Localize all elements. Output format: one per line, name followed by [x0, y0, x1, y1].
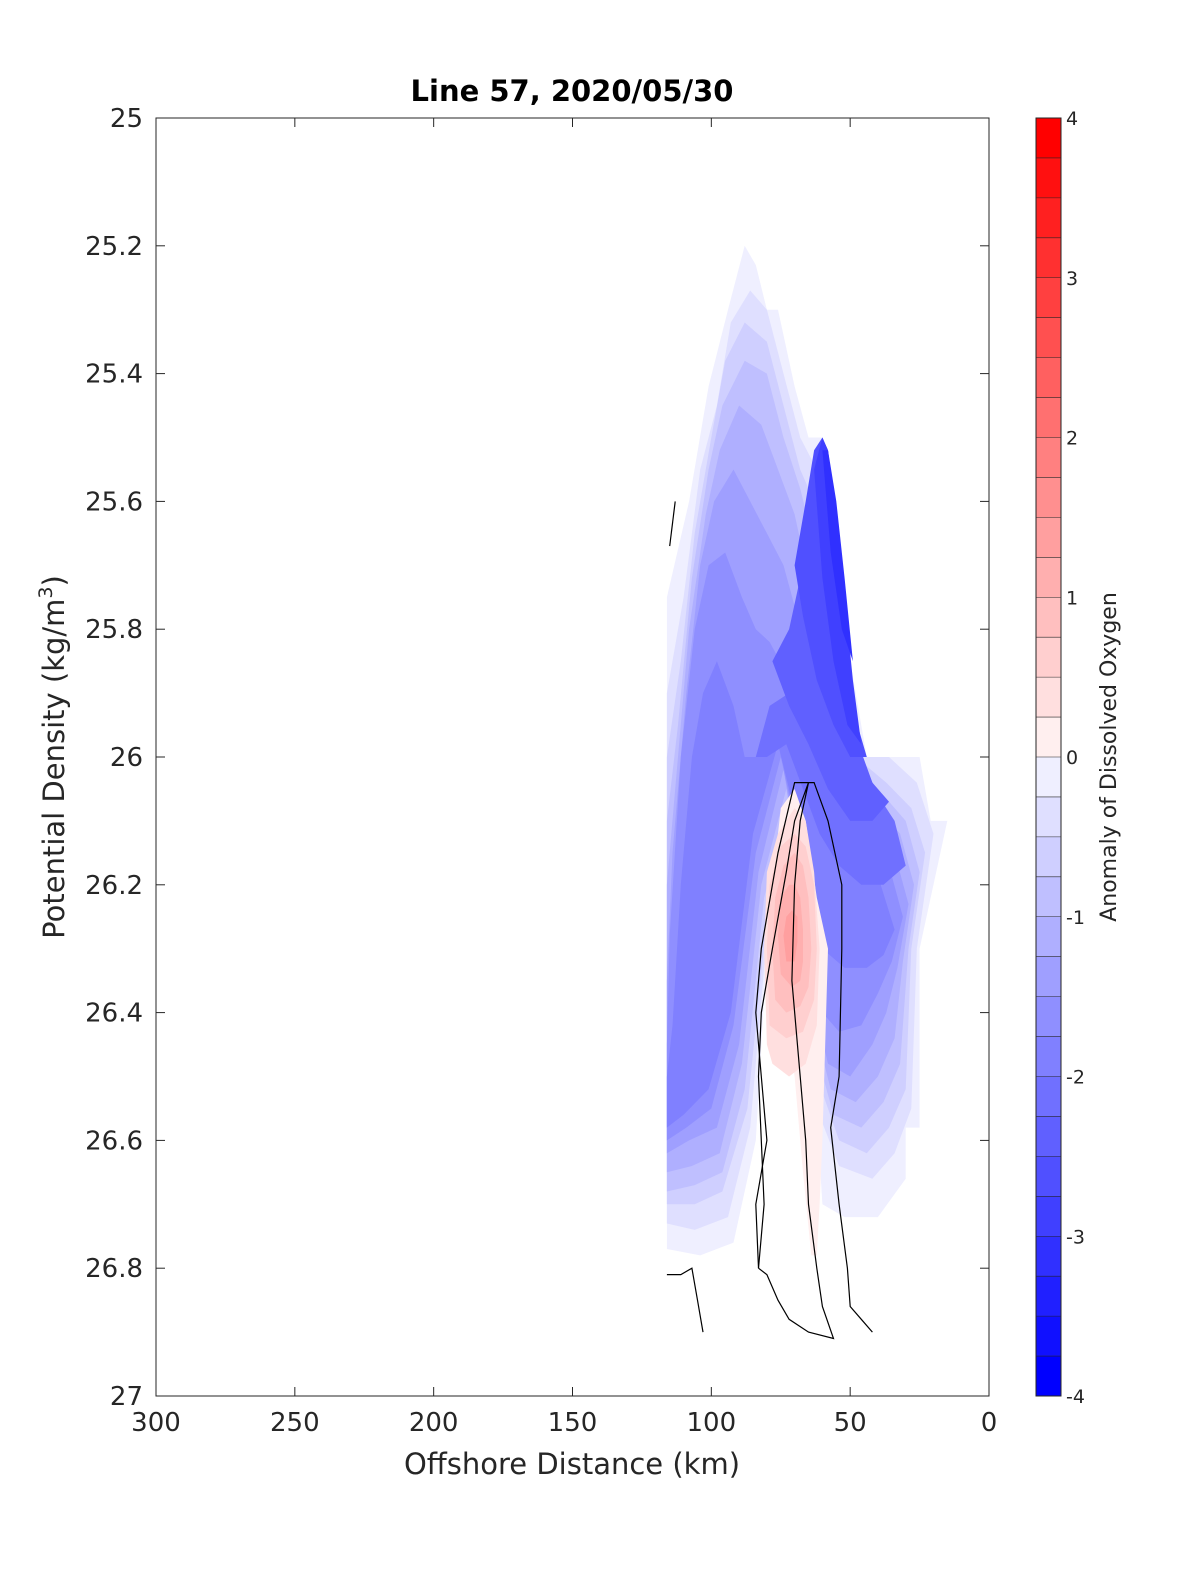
colorbar-band — [1036, 197, 1061, 239]
colorbar-tick-label: -3 — [1066, 1226, 1085, 1248]
colorbar-tick-label: 1 — [1066, 587, 1078, 609]
x-axis: 300 250 200 150 100 50 0 — [131, 118, 997, 1438]
colorbar-band — [1036, 1356, 1061, 1397]
y-tick-label: 25 — [110, 104, 143, 134]
colorbar-band — [1036, 557, 1061, 598]
colorbar-band — [1036, 677, 1061, 718]
colorbar-band — [1036, 1076, 1061, 1117]
colorbar-band — [1036, 1156, 1061, 1197]
colorbar-band — [1036, 1276, 1061, 1317]
colorbar-tick-label: -2 — [1066, 1067, 1085, 1089]
colorbar-tick-label: -4 — [1066, 1386, 1085, 1408]
y-tick-label: 25.4 — [85, 360, 143, 390]
colorbar-band — [1036, 437, 1061, 478]
y-tick-label: 26.2 — [85, 871, 143, 901]
zero-contour-lower-left — [666, 1267, 704, 1333]
x-axis-label: Offshore Distance (km) — [404, 1447, 740, 1481]
y-axis-label-main: Potential Density (kg/m — [37, 599, 71, 939]
y-axis: 25 25.2 25.4 25.6 25.8 26 26.2 26.4 26.6 26.8 27 — [85, 104, 989, 1412]
colorbar-band — [1036, 118, 1061, 159]
zero-contours — [666, 501, 873, 1340]
x-tick-label: 0 — [981, 1408, 998, 1438]
colorbar-band — [1036, 1036, 1061, 1077]
colorbar-tick-label: 4 — [1066, 108, 1078, 130]
y-tick-label: 26.6 — [85, 1126, 143, 1156]
x-tick-label: 200 — [409, 1408, 459, 1438]
x-tick-label: 250 — [270, 1408, 320, 1438]
colorbar-band — [1036, 477, 1061, 518]
colorbar-band — [1036, 717, 1061, 758]
colorbar-band — [1036, 597, 1061, 638]
colorbar-band — [1036, 796, 1061, 838]
y-tick-label: 25.8 — [85, 615, 143, 645]
y-axis-label: Potential Density (kg/m3) — [35, 575, 71, 939]
x-tick-label: 100 — [687, 1408, 737, 1438]
filled-region-level-2.0 — [666, 661, 895, 1128]
y-tick-label: 26.4 — [85, 999, 143, 1029]
y-tick-label: 25.6 — [85, 487, 143, 517]
colorbar-ticks: 4 3 2 1 0 -1 -2 -3 -4 — [1066, 108, 1085, 1408]
chart-title: Line 57, 2020/05/30 — [411, 74, 734, 108]
filled-region-level-3.25 — [822, 450, 853, 662]
colorbar-band — [1036, 757, 1061, 798]
colorbar-band — [1036, 836, 1061, 878]
zero-contour-main — [757, 782, 835, 1340]
colorbar-band — [1036, 357, 1061, 399]
colorbar-band — [1036, 996, 1061, 1038]
colorbar-band — [1036, 876, 1061, 918]
colorbar-band — [1036, 277, 1061, 319]
colorbar-band — [1036, 1196, 1061, 1237]
colorbar-band — [1036, 956, 1061, 998]
y-tick-label: 26.8 — [85, 1254, 143, 1284]
colorbar-band — [1036, 237, 1061, 279]
colorbar-band — [1036, 157, 1061, 199]
zero-contour-outer — [755, 781, 873, 1333]
x-tick-label: 150 — [548, 1408, 598, 1438]
colorbar-tick-label: -1 — [1066, 907, 1085, 929]
colorbar-tick-label: 0 — [1066, 747, 1078, 769]
filled-contours — [666, 245, 948, 1256]
colorbar-band — [1036, 1116, 1061, 1157]
colorbar-tick-label: 2 — [1066, 428, 1078, 450]
colorbar-band — [1036, 517, 1061, 558]
colorbar-band — [1036, 317, 1061, 359]
colorbar-band — [1036, 1236, 1061, 1277]
y-axis-label-close: ) — [37, 575, 71, 586]
colorbar-frame — [1035, 117, 1062, 1397]
zero-contour-upper-left — [669, 501, 676, 547]
y-tick-label: 27 — [110, 1382, 143, 1412]
colorbar-label: Anomaly of Dissolved Oxygen — [1097, 592, 1122, 922]
colorbar — [1035, 117, 1062, 1397]
colorbar-band — [1036, 397, 1061, 438]
colorbar-band — [1036, 637, 1061, 678]
y-tick-label: 25.2 — [85, 232, 143, 262]
y-tick-label: 26 — [110, 743, 143, 773]
colorbar-band — [1036, 916, 1061, 958]
x-tick-label: 300 — [131, 1408, 181, 1438]
y-axis-label-superscript: 3 — [35, 586, 57, 598]
colorbar-tick-label: 3 — [1066, 268, 1078, 290]
colorbar-band — [1036, 1316, 1061, 1357]
x-tick-label: 50 — [834, 1408, 867, 1438]
